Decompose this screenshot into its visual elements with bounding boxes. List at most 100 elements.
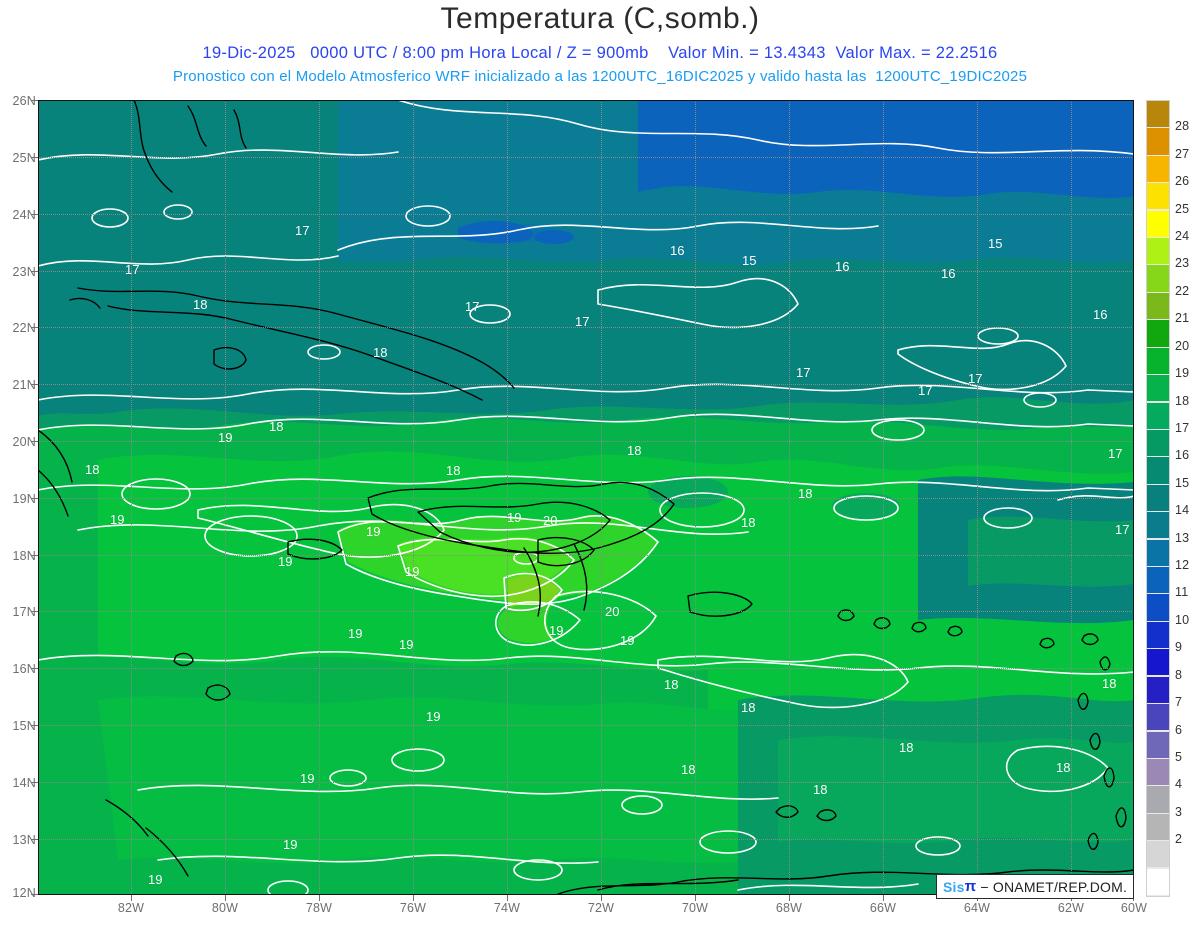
contour-value-label: 17 [796,365,811,380]
colorbar-segment [1147,731,1169,758]
x-axis-label: 76W [399,901,427,915]
colorbar-tick-label: 22 [1175,283,1190,298]
colorbar-tick-label: 12 [1175,558,1190,573]
colorbar-segment [1147,402,1169,429]
colorbar-tick-label: 21 [1175,311,1190,326]
colorbar-segment [1147,128,1169,155]
colorbar-tick-label: 2 [1175,832,1183,847]
y-axis-label: 23N [12,265,36,279]
colorbar-segment [1147,155,1169,183]
colorbar-tick-label: 20 [1175,338,1190,353]
colorbar-segment [1147,813,1169,840]
y-axis-label: 16N [12,662,36,676]
contour-value-label: 15 [742,253,757,268]
contour-value-label: 15 [988,236,1003,251]
y-axis-label: 21N [12,378,36,392]
colorbar-segment [1147,621,1169,649]
colorbar-tick-label: 19 [1175,366,1190,381]
contour-value-label: 19 [405,564,420,579]
contour-value-label: 16 [1093,307,1108,322]
contour-value-label: 18 [1102,676,1117,691]
contour-value-label: 19 [366,524,381,539]
contour-value-label: 19 [300,771,315,786]
y-axis-label: 26N [12,94,36,108]
colorbar-tick-label: 14 [1175,503,1190,518]
colorbar-tick-label: 5 [1175,749,1183,764]
colorbar-segment [1147,704,1169,731]
x-axis-label: 72W [587,901,615,915]
colorbar-tick-label: 26 [1175,174,1190,189]
watermark-org-text: ONAMET/REP.DOM. [992,878,1128,895]
colorbar-segment [1147,841,1169,868]
colorbar[interactable] [1146,100,1170,897]
contour-value-label: 16 [670,243,685,258]
colorbar-tick-label: 8 [1175,667,1183,682]
watermark-credit: Sis π − ONAMET/REP.DOM. [936,874,1135,899]
contour-value-label: 17 [465,299,480,314]
contour-value-label: 17 [575,314,590,329]
coastline-layer [38,100,1134,895]
contour-label-layer: 17 17 18 17 17 16 15 16 16 15 16 18 17 17 17 19 18 18 17 18… [38,100,1134,895]
colorbar-tick-label: 13 [1175,530,1190,545]
x-axis-label: 64W [963,901,991,915]
colorbar-segment [1147,594,1169,621]
contour-value-label: 16 [835,259,850,274]
y-axis-label: 22N [12,321,36,335]
contour-value-label: 17 [968,371,983,386]
contour-value-label: 19 [148,872,163,887]
contour-value-label: 20 [605,604,620,619]
colorbar-segment [1147,758,1169,786]
y-axis-label: 24N [12,208,36,222]
contour-value-label: 17 [295,223,310,238]
y-axis-label: 13N [12,833,36,847]
contour-value-label: 18 [193,297,208,312]
y-axis-label: 17N [12,605,36,619]
contour-value-label: 18 [627,443,642,458]
contour-lines-layer [38,100,1134,895]
contour-value-label: 19 [399,637,414,652]
contour-value-label: 18 [446,463,461,478]
colorbar-tick-label: 3 [1175,804,1183,819]
colorbar-tick-label: 7 [1175,695,1183,710]
watermark-dash: − [976,878,993,895]
contour-value-label: 18 [813,782,828,797]
y-axis-label: 12N [12,886,36,900]
colorbar-tick-label: 27 [1175,146,1190,161]
y-axis-label: 18N [12,549,36,563]
watermark-pi-icon: π [964,878,977,895]
contour-value-label: 17 [918,383,933,398]
colorbar-segment [1147,457,1169,484]
contour-value-label: 18 [798,486,813,501]
y-axis-label: 19N [12,492,36,506]
contour-value-label: 19 [218,430,233,445]
colorbar-tick-label: 10 [1175,612,1190,627]
colorbar-segment [1147,676,1169,703]
contour-value-label: 18 [681,762,696,777]
colorbar-segment [1147,539,1169,566]
colorbar-segment [1147,292,1169,320]
x-axis-label: 62W [1057,901,1085,915]
colorbar-segment [1147,375,1169,402]
contour-value-label: 19 [278,554,293,569]
colorbar-segment [1147,786,1169,813]
x-axis-label: 82W [117,901,145,915]
colorbar-tick-label: 17 [1175,420,1190,435]
colorbar-segment [1147,320,1169,347]
colorbar-segment [1147,868,1169,895]
colorbar-tick-label: 28 [1175,119,1190,134]
contour-value-label: 17 [1115,522,1130,537]
x-axis-label: 66W [869,901,897,915]
colorbar-tick-label: 6 [1175,722,1183,737]
contour-value-label: 19 [549,623,564,638]
watermark-sis-text: Sis [943,878,965,895]
colorbar-segment [1147,347,1169,374]
page-title: Temperatura (C,somb.) [440,2,760,35]
contour-value-label: 18 [899,740,914,755]
colorbar-segment [1147,567,1169,594]
colorbar-segment [1147,183,1169,210]
forecast-meta-line: 19-Dic-2025 0000 UTC / 8:00 pm Hora Loca… [202,44,998,62]
temperature-map[interactable]: 17 17 18 17 17 16 15 16 16 15 16 18 17 17 17 19 18 18 17 18… [38,100,1134,895]
colorbar-segment [1147,512,1169,539]
contour-value-label: 18 [741,515,756,530]
x-axis-label: 68W [775,901,803,915]
